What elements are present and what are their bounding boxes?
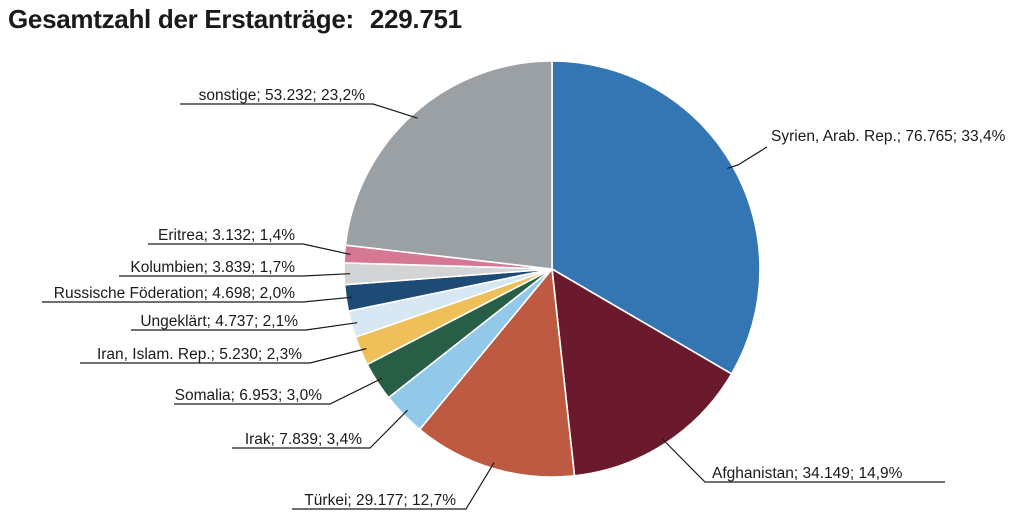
leader-line-iran-islam-rep — [80, 348, 367, 364]
slice-label-kolumbien: Kolumbien; 3.839; 1,7% — [130, 259, 295, 276]
pie-slice-turkei — [418, 267, 576, 478]
leader-line-russische-foderation — [42, 296, 353, 303]
slice-label-afghanistan: Afghanistan; 34.149; 14,9% — [712, 465, 903, 482]
leader-line-sonstige — [180, 103, 418, 119]
pie-slice-sonstige — [344, 60, 553, 270]
chart-title: Gesamtzahl der Erstanträge: 229.751 — [8, 4, 462, 44]
slice-label-russische-foderation: Russische Föderation; 4.698; 2,0% — [54, 285, 295, 302]
leader-line-kolumbien — [119, 273, 351, 277]
total-value: 229.751 — [369, 4, 462, 34]
slice-label-somalia: Somalia; 6.953; 3,0% — [175, 387, 323, 404]
leader-line-turkei — [292, 462, 495, 510]
pie-slice-afghanistan — [551, 267, 733, 477]
slice-label-irak: Irak; 7.839; 3,4% — [245, 431, 362, 448]
slice-label-sonstige: sonstige; 53.232; 23,2% — [199, 87, 366, 104]
slice-label-ungeklart: Ungeklärt; 4.737; 2,1% — [140, 313, 298, 330]
slice-label-eritrea: Eritrea; 3.132; 1,4% — [158, 227, 295, 244]
slice-label-turkei: Türkei; 29.177; 12,7% — [304, 492, 456, 509]
leader-line-ungeklart — [131, 322, 358, 331]
slice-label-iran-islam-rep: Iran, Islam. Rep.; 5.230; 2,3% — [97, 346, 302, 363]
leader-line-syrien-arab-rep — [727, 146, 768, 170]
leader-line-eritrea — [148, 243, 351, 256]
leader-line-irak — [232, 409, 408, 449]
pie-slice-syrien-arab-rep — [551, 60, 761, 375]
slice-label-syrien-arab-rep: Syrien, Arab. Rep.; 76.765; 33,4% — [771, 128, 1006, 145]
leader-line-somalia — [174, 377, 383, 405]
chart-title-text: Gesamtzahl der Erstanträge: — [8, 4, 354, 34]
leader-line-afghanistan — [661, 438, 945, 483]
